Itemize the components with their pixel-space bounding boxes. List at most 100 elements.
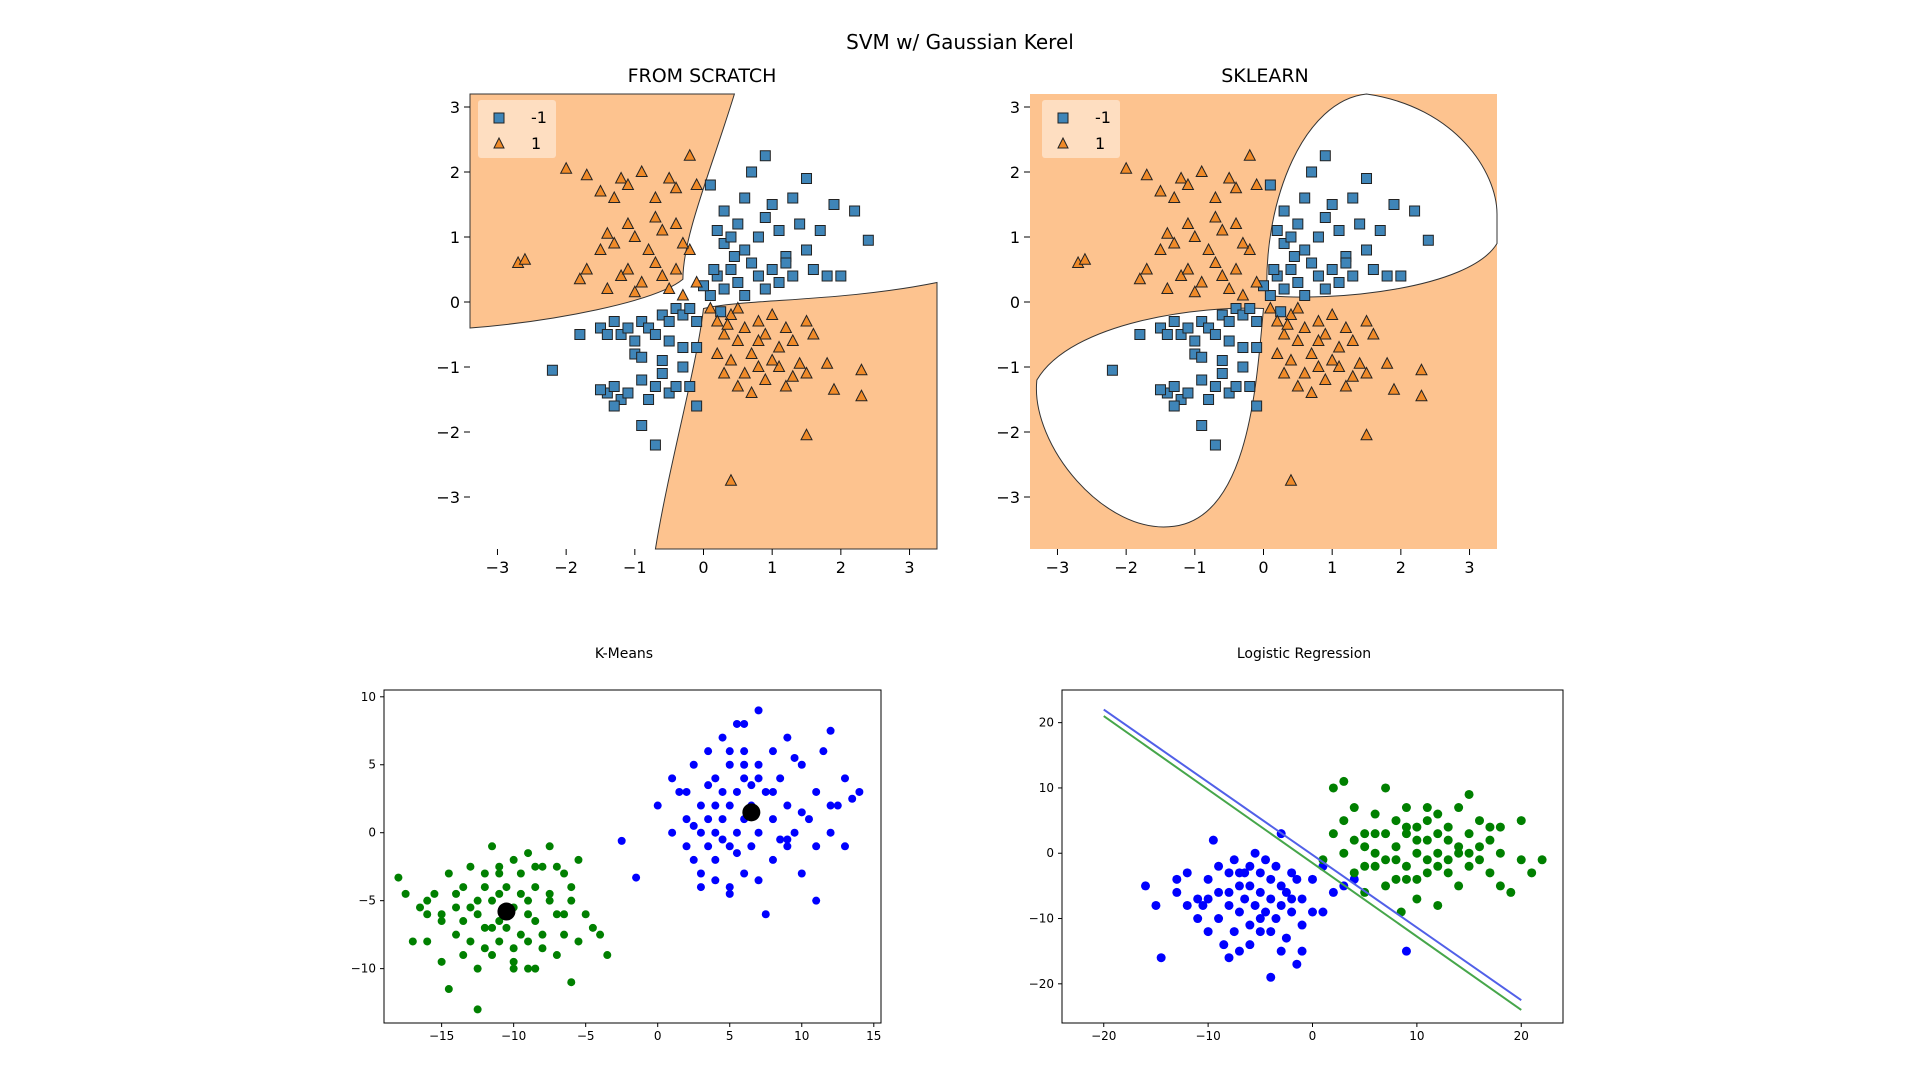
data-point-cluster-blue	[725, 883, 734, 892]
data-point-class-neg	[608, 316, 620, 327]
data-point-class-pos	[738, 366, 752, 379]
data-point-cluster-blue	[754, 760, 763, 769]
data-point-class-neg	[656, 355, 668, 366]
data-point-class-green	[1464, 829, 1474, 839]
y-ticks-sklearn: 3 2 1 0 −1 −2 −3	[996, 98, 1030, 507]
data-point-class-green	[1475, 816, 1484, 826]
data-point-cluster-blue	[783, 801, 792, 810]
data-point-class-pos	[1154, 242, 1167, 255]
data-point-class-pos	[1215, 223, 1229, 236]
data-point-class-neg	[728, 251, 740, 262]
data-point-class-blue	[1229, 927, 1239, 937]
x-tick-label: 1	[1327, 558, 1337, 577]
data-point-class-pos	[1181, 262, 1195, 275]
data-point-class-green	[1443, 835, 1453, 845]
data-point-cluster-blue	[725, 760, 734, 769]
y-tick-label: 3	[1010, 98, 1020, 117]
data-point-class-pos	[1291, 301, 1305, 314]
y-tick-label: −10	[351, 962, 376, 976]
data-point-class-neg	[739, 290, 751, 301]
data-point-class-blue	[1297, 894, 1307, 904]
data-point-cluster-green	[545, 896, 554, 905]
data-point-class-green	[1349, 835, 1359, 845]
data-point-class-green	[1401, 861, 1411, 871]
data-point-cluster-blue	[711, 774, 720, 783]
data-point-class-green	[1360, 842, 1370, 852]
data-point-cluster-green	[437, 917, 446, 926]
data-point-class-green	[1328, 829, 1338, 839]
data-point-class-neg	[1182, 387, 1194, 399]
data-point-class-neg	[663, 387, 675, 399]
data-point-class-pos	[1250, 177, 1263, 190]
data-point-class-pos	[1312, 314, 1325, 327]
data-point-class-green	[1391, 874, 1401, 884]
data-point-cluster-blue	[689, 760, 698, 769]
y-tick-label: 3	[450, 98, 460, 117]
data-point-class-pos	[721, 317, 734, 330]
data-point-class-neg	[656, 368, 668, 379]
data-point-class-blue	[1287, 868, 1297, 878]
data-point-class-pos	[683, 242, 697, 255]
chart-title-logistic-regression: Logistic Regression	[1237, 646, 1371, 662]
data-point-class-green	[1339, 816, 1349, 826]
y-ticks-logistic-regression: 20 10 0 −10 −20	[1029, 716, 1062, 991]
x-tick-label: −20	[1091, 1029, 1116, 1043]
data-point-class-neg	[1319, 150, 1331, 162]
data-point-cluster-blue	[711, 855, 720, 864]
data-point-class-pos	[765, 307, 779, 320]
y-tick-label: 1	[1010, 228, 1020, 247]
y-tick-label: 10	[361, 690, 376, 704]
data-point-cluster-blue	[747, 842, 756, 851]
data-point-class-neg	[1209, 381, 1221, 392]
data-point-class-neg	[1203, 322, 1215, 334]
data-point-class-blue	[1255, 868, 1265, 878]
data-point-class-neg	[849, 205, 861, 217]
data-point-class-blue	[1203, 927, 1213, 937]
data-point-class-pos	[518, 252, 532, 265]
data-point-class-green	[1360, 861, 1370, 871]
data-point-cluster-blue	[668, 828, 677, 837]
data-point-class-pos	[1209, 255, 1222, 268]
x-tick-label: −2	[1114, 558, 1138, 577]
data-point-class-pos	[1298, 366, 1312, 379]
data-point-class-pos	[1284, 473, 1298, 486]
y-tick-label: −20	[1029, 977, 1054, 991]
data-point-cluster-green	[423, 937, 432, 946]
data-point-class-neg	[759, 150, 771, 162]
data-point-class-pos	[1209, 190, 1222, 203]
y-tick-label: 5	[368, 758, 376, 772]
data-point-class-pos	[594, 242, 607, 255]
data-point-class-pos	[655, 268, 669, 281]
data-point-class-blue	[1156, 953, 1166, 963]
data-point-class-pos	[724, 307, 738, 320]
y-tick-label: 0	[450, 293, 460, 312]
data-point-class-neg	[1271, 225, 1283, 236]
data-point-class-blue	[1141, 881, 1150, 891]
data-point-class-green	[1516, 816, 1526, 826]
data-point-class-pos	[621, 262, 635, 275]
data-point-class-pos	[724, 473, 738, 486]
data-point-cluster-green	[552, 951, 561, 960]
data-point-class-pos	[559, 161, 573, 174]
data-point-cluster-green	[531, 883, 540, 892]
decision-region-class-neg	[1266, 93, 1498, 298]
x-tick-label: 3	[1464, 558, 1474, 577]
data-point-class-pos	[855, 363, 868, 376]
points-from-scratch	[511, 148, 874, 486]
data-point-cluster-green	[495, 869, 504, 878]
data-point-class-pos	[1305, 385, 1318, 398]
data-point-cluster-green	[516, 930, 525, 939]
data-point-class-pos	[580, 168, 594, 181]
y-tick-label: −2	[996, 423, 1020, 442]
decision-region-from-scratch	[469, 93, 938, 550]
x-ticks-from-scratch: −3 −2 −1 0 1 2 3	[486, 549, 915, 577]
data-point-cluster-green	[516, 889, 525, 898]
data-point-class-blue	[1250, 900, 1260, 910]
data-point-class-blue	[1214, 887, 1224, 897]
x-tick-label: −10	[1195, 1029, 1220, 1043]
data-point-class-blue	[1234, 868, 1244, 878]
data-point-class-pos	[690, 275, 703, 288]
centroid-marker	[497, 902, 516, 921]
data-point-class-neg	[1361, 173, 1373, 184]
data-point-cluster-green	[538, 944, 547, 953]
